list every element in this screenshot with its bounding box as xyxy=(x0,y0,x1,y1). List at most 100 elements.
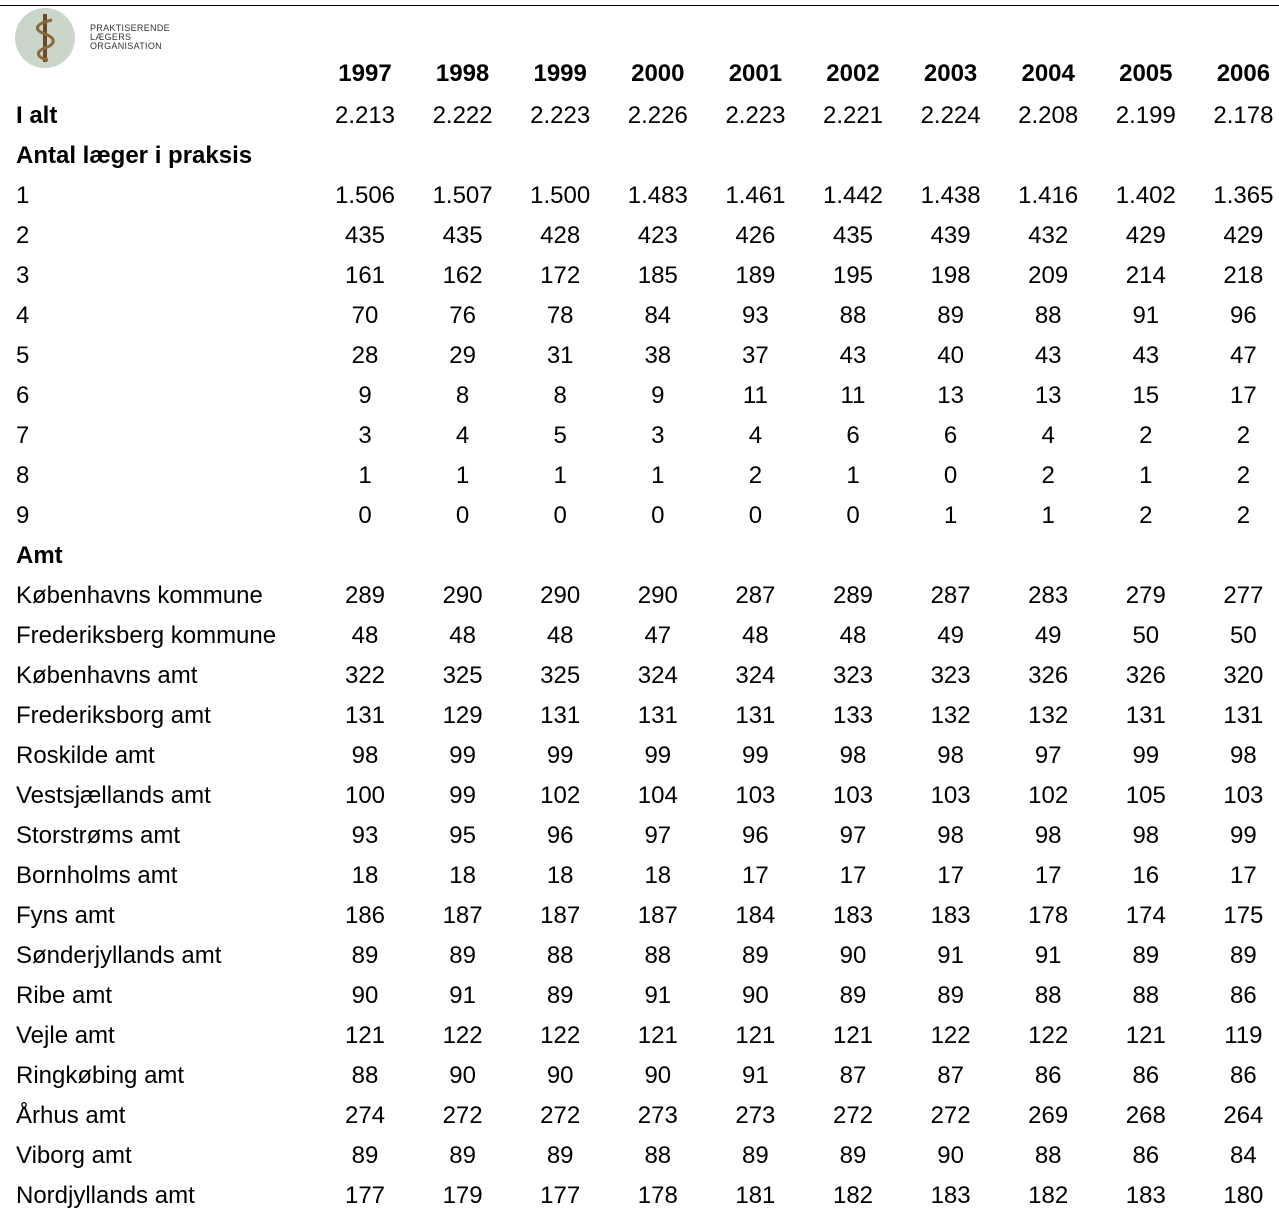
cell: 214 xyxy=(1125,262,1166,289)
cell: 88 xyxy=(1132,982,1160,1009)
cell: 122 xyxy=(442,1022,483,1049)
cell: 132 xyxy=(1028,702,1069,729)
cell: 182 xyxy=(1028,1182,1069,1209)
cell: 90 xyxy=(839,942,867,969)
cell: 84 xyxy=(1230,1142,1257,1169)
cell: 279 xyxy=(1125,582,1166,609)
cell: 209 xyxy=(1028,262,1069,289)
cell: 131 xyxy=(1125,702,1166,729)
cell: 93 xyxy=(351,822,379,849)
cell: 86 xyxy=(1230,982,1257,1009)
cell: 323 xyxy=(930,662,971,689)
cell: 90 xyxy=(449,1062,476,1089)
cell: 48 xyxy=(546,622,574,649)
cell: 121 xyxy=(637,1022,678,1049)
cell: 272 xyxy=(442,1102,483,1129)
cell: 277 xyxy=(1223,582,1264,609)
cell: 1.416 xyxy=(1018,182,1079,209)
cell: 98 xyxy=(351,742,379,769)
year-header: 2002 xyxy=(826,60,880,87)
row-label: 2 xyxy=(16,222,30,249)
cell: 13 xyxy=(1034,382,1062,409)
cell: 218 xyxy=(1223,262,1264,289)
cell: 2.178 xyxy=(1213,102,1274,129)
cell: 187 xyxy=(442,902,483,929)
cell: 43 xyxy=(1034,342,1062,369)
cell: 272 xyxy=(930,1102,971,1129)
row-label: Viborg amt xyxy=(16,1142,132,1169)
cell: 121 xyxy=(832,1022,874,1049)
cell: 1 xyxy=(358,462,372,489)
cell: 184 xyxy=(735,902,776,929)
row-label: Sønderjyllands amt xyxy=(16,942,222,969)
cell: 269 xyxy=(1028,1102,1069,1129)
cell: 98 xyxy=(937,742,964,769)
cell: 89 xyxy=(546,982,574,1009)
cell: 88 xyxy=(351,1062,379,1089)
cell: 179 xyxy=(442,1182,483,1209)
cell: 38 xyxy=(644,342,672,369)
cell: 89 xyxy=(839,1142,867,1169)
cell: 88 xyxy=(839,302,867,329)
cell: 88 xyxy=(1034,982,1062,1009)
cell: 90 xyxy=(644,1062,672,1089)
cell: 9 xyxy=(358,382,372,409)
cell: 99 xyxy=(742,742,769,769)
cell: 97 xyxy=(644,822,672,849)
cell: 326 xyxy=(1028,662,1069,689)
year-header: 1998 xyxy=(435,60,490,87)
cell: 43 xyxy=(839,342,867,369)
cell: 91 xyxy=(1132,302,1160,329)
cell: 322 xyxy=(344,662,386,689)
cell: 89 xyxy=(742,942,769,969)
cell: 325 xyxy=(442,662,483,689)
cell: 289 xyxy=(832,582,874,609)
cell: 122 xyxy=(1028,1022,1069,1049)
row-label: I alt xyxy=(16,102,58,129)
cell: 131 xyxy=(344,702,386,729)
row-label: Ringkøbing amt xyxy=(16,1062,185,1089)
cell: 90 xyxy=(937,1142,964,1169)
cell: 13 xyxy=(937,382,964,409)
cell: 2 xyxy=(1139,422,1153,449)
cell: 102 xyxy=(540,782,581,809)
cell: 4 xyxy=(748,422,763,449)
cell: 0 xyxy=(651,502,665,529)
cell: 180 xyxy=(1223,1182,1264,1209)
cell: 172 xyxy=(540,262,581,289)
cell: 2.224 xyxy=(920,102,981,129)
row-label: 3 xyxy=(16,262,30,289)
logo-text: ORGANISATION xyxy=(90,41,162,51)
cell: 18 xyxy=(351,862,379,889)
cell: 187 xyxy=(637,902,678,929)
row-label: Storstrøms amt xyxy=(16,822,181,849)
cell: 320 xyxy=(1223,662,1264,689)
cell: 8 xyxy=(455,382,470,409)
cell: 0 xyxy=(553,502,567,529)
cell: 17 xyxy=(742,862,769,889)
cell: 290 xyxy=(442,582,483,609)
cell: 96 xyxy=(742,822,769,849)
cell: 129 xyxy=(442,702,483,729)
cell: 189 xyxy=(735,262,776,289)
cell: 2.213 xyxy=(334,102,396,129)
row-label: Bornholms amt xyxy=(16,862,178,889)
cell: 4 xyxy=(1041,422,1055,449)
cell: 48 xyxy=(742,622,769,649)
cell: 1.438 xyxy=(920,182,981,209)
cell: 16 xyxy=(1132,862,1160,889)
cell: 90 xyxy=(546,1062,574,1089)
cell: 1.442 xyxy=(822,182,884,209)
cell: 89 xyxy=(937,982,964,1009)
cell: 5 xyxy=(553,422,567,449)
cell: 0 xyxy=(358,502,372,529)
cell: 15 xyxy=(1132,382,1160,409)
cell: 121 xyxy=(735,1022,776,1049)
year-header: 1997 xyxy=(338,60,392,87)
row-label: 7 xyxy=(16,422,30,449)
cell: 0 xyxy=(943,462,958,489)
year-header: 2005 xyxy=(1119,60,1173,87)
row-label: Københavns kommune xyxy=(16,582,263,609)
cell: 28 xyxy=(351,342,379,369)
